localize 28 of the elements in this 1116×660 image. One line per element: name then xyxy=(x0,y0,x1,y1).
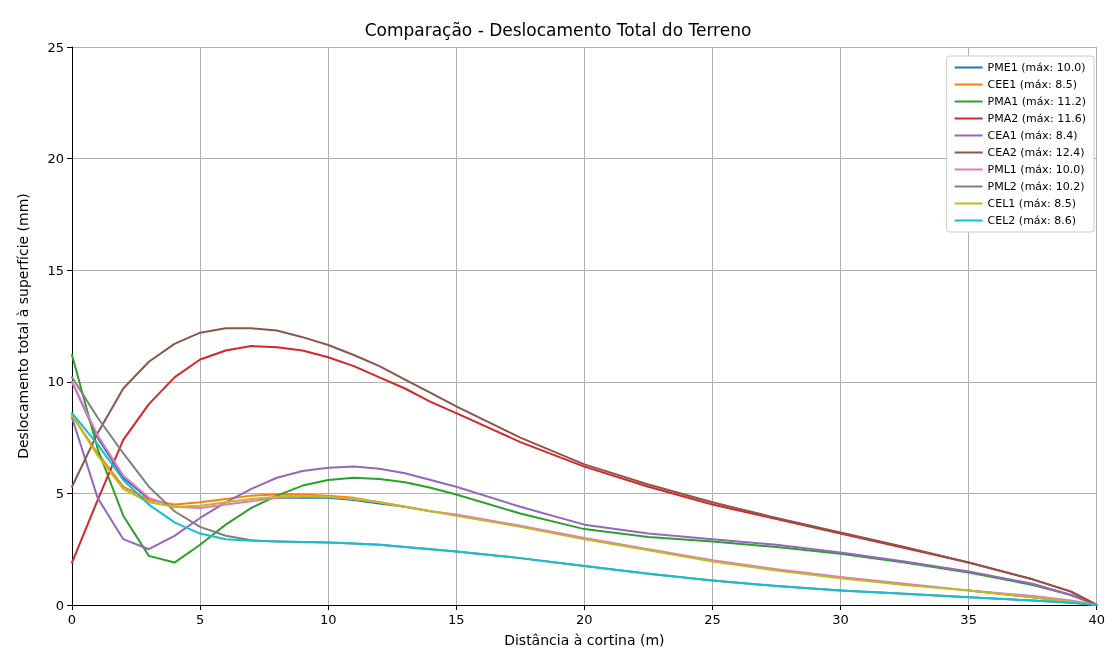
y-tick-label: 20 xyxy=(47,151,64,167)
x-tick-label: 15 xyxy=(448,612,465,627)
x-tick-label: 25 xyxy=(704,612,721,627)
x-axis-title: Distância à cortina (m) xyxy=(504,632,665,648)
legend-label: CEA2 (máx: 12.4) xyxy=(987,146,1085,159)
x-tick-label: 30 xyxy=(832,612,849,627)
y-tick-label: 5 xyxy=(55,485,64,501)
x-tick-label: 20 xyxy=(576,612,593,627)
legend-label: PML1 (máx: 10.0) xyxy=(987,163,1085,176)
y-axis-title: Deslocamento total à superfície (mm) xyxy=(15,193,31,459)
y-tick-label: 10 xyxy=(47,374,64,390)
legend-label: PMA1 (máx: 11.2) xyxy=(987,95,1086,108)
legend-label: PME1 (máx: 10.0) xyxy=(987,61,1086,74)
legend-label: CEL2 (máx: 8.6) xyxy=(987,214,1077,227)
y-tick-label: 25 xyxy=(47,39,64,55)
x-tick-label: 35 xyxy=(960,612,977,627)
legend-label: CEL1 (máx: 8.5) xyxy=(987,197,1077,210)
x-tick-label: 5 xyxy=(195,612,205,627)
legend-label: CEA1 (máx: 8.4) xyxy=(987,129,1078,142)
legend-label: CEE1 (máx: 8.5) xyxy=(987,78,1077,91)
legend-label: PMA2 (máx: 11.6) xyxy=(987,112,1086,125)
x-tick-label: 10 xyxy=(319,612,337,627)
y-tick-label: 15 xyxy=(47,262,64,278)
x-tick-label: 40 xyxy=(1088,612,1105,627)
x-tick-label: 0 xyxy=(67,612,77,627)
chart-title: Comparação - Deslocamento Total do Terreno xyxy=(364,19,752,40)
y-tick-label: 0 xyxy=(55,597,64,613)
legend-label: PML2 (máx: 10.2) xyxy=(987,180,1085,193)
